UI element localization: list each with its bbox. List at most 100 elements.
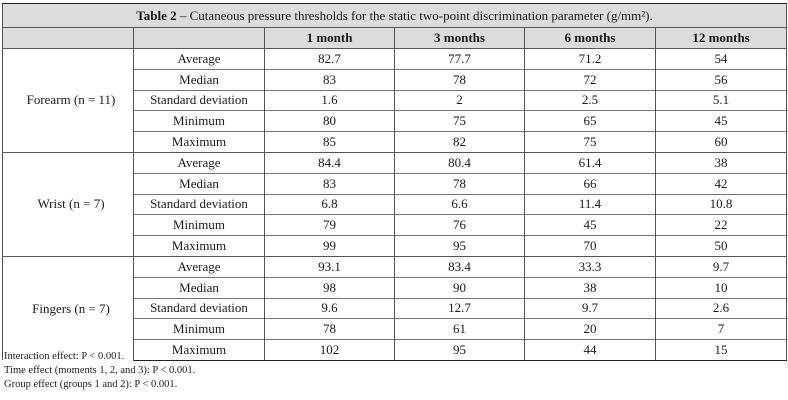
value-cell: 85	[264, 131, 395, 153]
column-header: 1 month	[264, 27, 395, 49]
value-cell: 9.6	[264, 297, 395, 319]
parameter-label: Median	[133, 68, 265, 91]
value-cell: 44	[524, 339, 656, 361]
value-cell: 61.4	[524, 151, 656, 174]
parameter-label: Average	[133, 48, 265, 70]
note-interaction: Interaction effect: P < 0.001.	[4, 351, 125, 362]
value-cell: 83	[264, 68, 395, 91]
value-cell: 75	[394, 110, 525, 132]
table-row: Forearm (n = 11) Average 82.7 77.7 71.2 54	[2, 48, 788, 153]
value-cell: 66	[524, 172, 656, 195]
parameter-label: Standard deviation	[133, 297, 265, 319]
group-label: Forearm (n = 11)	[2, 48, 134, 153]
value-cell: 38	[524, 276, 656, 299]
value-cell: 82.7	[264, 48, 395, 70]
column-header: 6 months	[524, 27, 656, 49]
value-cell: 99	[264, 235, 395, 257]
table-row: Fingers (n = 7) Average 93.1 83.4 33.3 9.7	[2, 255, 788, 361]
table-caption-text: – Cutaneous pressure thresholds for the …	[176, 8, 653, 23]
value-cell: 45	[524, 214, 656, 236]
value-cell: 93.1	[264, 255, 395, 278]
value-cell: 72	[524, 68, 656, 91]
value-cell: 71.2	[524, 48, 656, 70]
value-cell: 78	[264, 318, 395, 340]
value-cell: 10.8	[654, 193, 788, 215]
value-cell: 76	[394, 214, 525, 236]
value-cell: 83	[264, 172, 395, 195]
parameter-label: Minimum	[133, 110, 265, 132]
value-cell: 82	[394, 131, 525, 153]
value-cell: 11.4	[524, 193, 656, 215]
value-cell: 80	[264, 110, 395, 132]
column-header-row: 1 month 3 months 6 months 12 months	[2, 27, 788, 49]
value-cell: 98	[264, 276, 395, 299]
parameter-label: Standard deviation	[133, 193, 265, 215]
value-cell: 12.7	[394, 297, 525, 319]
table-row: Median 83 78 66 42	[3, 172, 788, 195]
value-cell: 10	[654, 276, 788, 299]
value-cell: 77.7	[394, 48, 525, 70]
value-cell: 65	[524, 110, 656, 132]
table-row: Maximum 102 95 44 15	[3, 339, 788, 361]
value-cell: 9.7	[654, 255, 788, 278]
value-cell: 70	[524, 235, 656, 257]
value-cell: 45	[654, 110, 788, 132]
value-cell: 61	[394, 318, 525, 340]
value-cell: 75	[524, 131, 656, 153]
value-cell: 79	[264, 214, 395, 236]
value-cell: 2.6	[654, 297, 788, 319]
note-time: Time effect (moments 1, 2, and 3): P < 0…	[4, 365, 196, 376]
results-table: Table 2 – Cutaneous pressure thresholds …	[1, 3, 788, 361]
table-row: Minimum 79 76 45 22	[3, 214, 788, 236]
value-cell: 80.4	[394, 151, 525, 174]
table-number: Table 2	[136, 8, 177, 23]
value-cell: 83.4	[394, 255, 525, 278]
value-cell: 2	[394, 89, 525, 111]
table-row: Maximum 99 95 70 50	[3, 235, 788, 257]
table-row: Median 98 90 38 10	[3, 276, 788, 299]
value-cell: 20	[524, 318, 656, 340]
value-cell: 50	[654, 235, 788, 257]
value-cell: 6.6	[394, 193, 525, 215]
value-cell: 1.6	[264, 89, 395, 111]
table-row: Wrist (n = 7) Average 84.4 80.4 61.4 38	[2, 151, 788, 257]
note-group: Group effect (groups 1 and 2): P < 0.001…	[4, 379, 178, 390]
table-row: Standard deviation 1.6 2 2.5 5.1	[3, 89, 788, 111]
parameter-label: Maximum	[133, 235, 265, 257]
value-cell: 2.5	[524, 89, 656, 111]
value-cell: 84.4	[264, 151, 395, 174]
value-cell: 42	[654, 172, 788, 195]
value-cell: 102	[264, 339, 395, 361]
parameter-label: Average	[133, 151, 265, 174]
column-header: 12 months	[654, 27, 788, 49]
value-cell: 22	[654, 214, 788, 236]
parameter-label: Minimum	[133, 318, 265, 340]
value-cell: 33.3	[524, 255, 656, 278]
value-cell: 9.7	[524, 297, 656, 319]
header-blank-group	[2, 27, 134, 49]
group-label: Wrist (n = 7)	[2, 151, 134, 257]
parameter-label: Maximum	[133, 131, 265, 153]
value-cell: 7	[654, 318, 788, 340]
parameter-label: Standard deviation	[133, 89, 265, 111]
value-cell: 54	[654, 48, 788, 70]
value-cell: 6.8	[264, 193, 395, 215]
table-row: Standard deviation 9.6 12.7 9.7 2.6	[3, 297, 788, 319]
parameter-label: Maximum	[133, 339, 265, 361]
value-cell: 60	[654, 131, 788, 153]
value-cell: 78	[394, 172, 525, 195]
table-row: Standard deviation 6.8 6.6 11.4 10.8	[3, 193, 788, 215]
table-row: Minimum 78 61 20 7	[3, 318, 788, 340]
value-cell: 95	[394, 235, 525, 257]
value-cell: 78	[394, 68, 525, 91]
parameter-label: Median	[133, 172, 265, 195]
table-notes: Interaction effect: P < 0.001. Time effe…	[4, 350, 195, 392]
value-cell: 90	[394, 276, 525, 299]
value-cell: 38	[654, 151, 788, 174]
table-caption-row: Table 2 – Cutaneous pressure thresholds …	[1, 3, 788, 28]
parameter-label: Average	[133, 255, 265, 278]
value-cell: 15	[654, 339, 788, 361]
table-row: Minimum 80 75 65 45	[3, 110, 788, 132]
parameter-label: Median	[133, 276, 265, 299]
